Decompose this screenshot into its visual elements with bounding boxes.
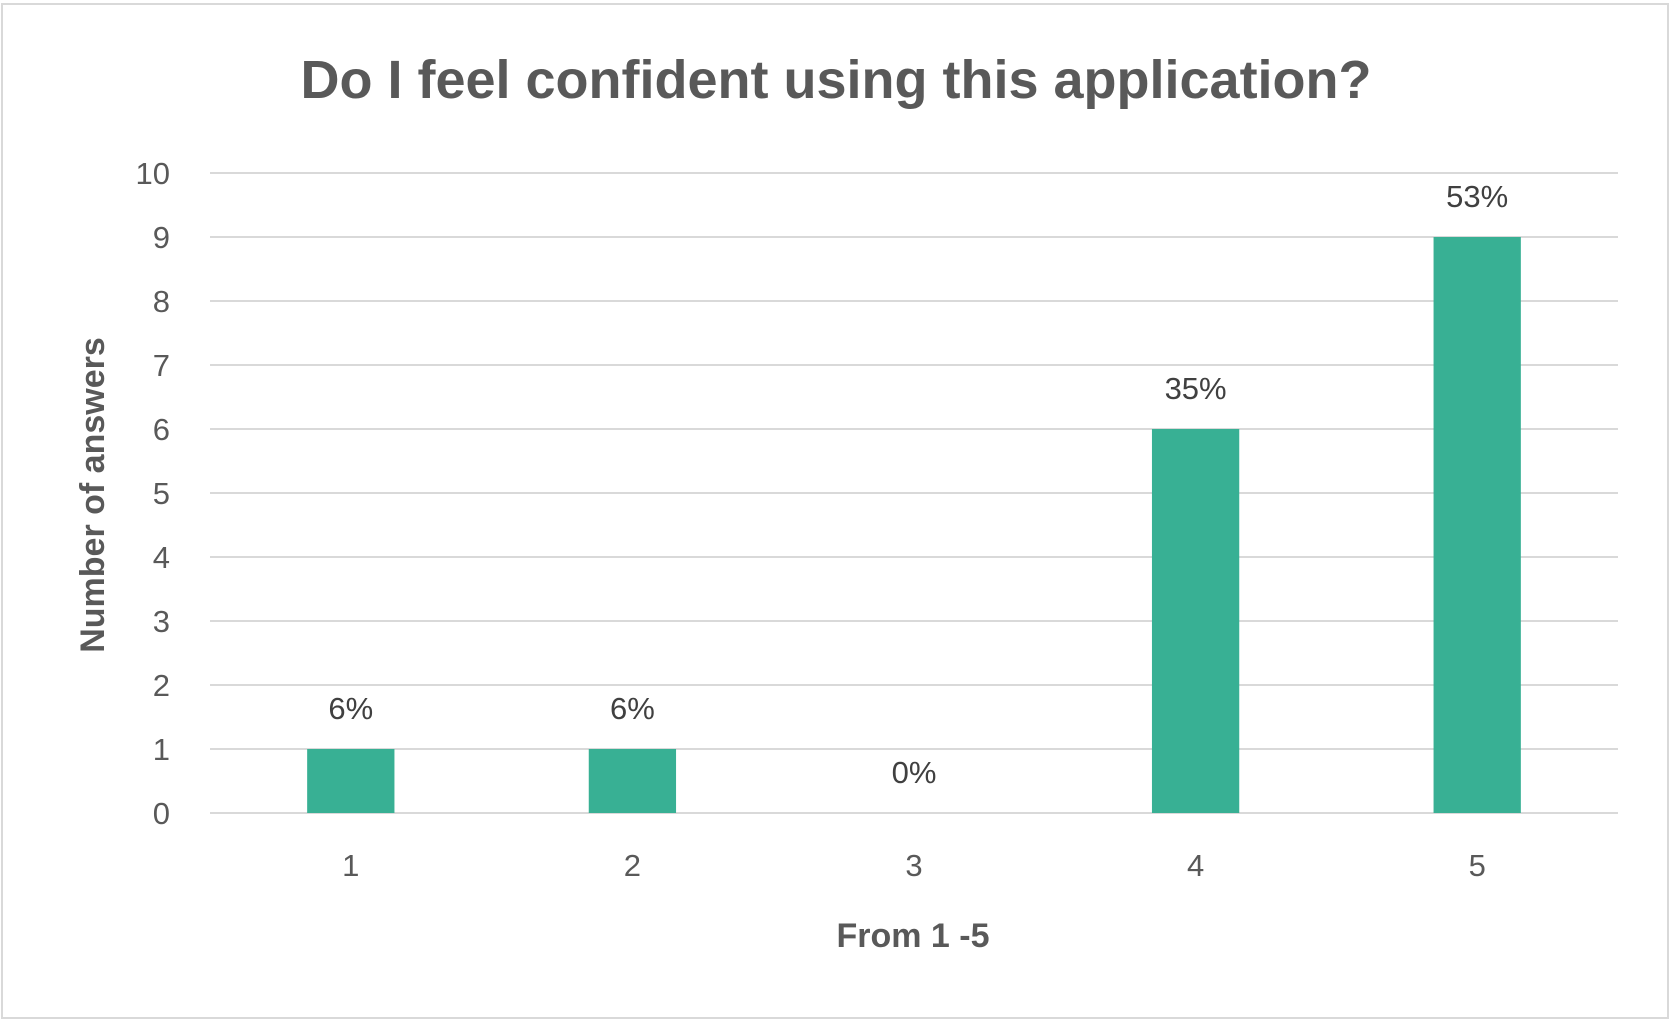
gridlines bbox=[210, 172, 1618, 814]
chart-border bbox=[1, 3, 1669, 1019]
data-label: 35% bbox=[1165, 371, 1227, 406]
y-tick-label: 2 bbox=[153, 668, 170, 703]
y-tick-label: 9 bbox=[153, 220, 170, 255]
y-tick-label: 7 bbox=[153, 348, 170, 383]
bars bbox=[307, 237, 1521, 813]
bar bbox=[1151, 429, 1240, 813]
x-tick-label: 4 bbox=[1187, 848, 1204, 883]
data-label: 6% bbox=[328, 691, 373, 726]
x-axis-title: From 1 -5 bbox=[836, 917, 989, 955]
x-tick-label: 2 bbox=[624, 848, 641, 883]
y-tick-label: 4 bbox=[153, 540, 170, 575]
bar bbox=[588, 749, 677, 813]
data-label: 53% bbox=[1446, 179, 1508, 214]
data-label: 6% bbox=[610, 691, 655, 726]
y-axis-title: Number of answers bbox=[74, 337, 112, 653]
y-tick-label: 5 bbox=[153, 476, 170, 511]
x-tick-label: 5 bbox=[1469, 848, 1486, 883]
data-label: 0% bbox=[892, 755, 937, 790]
y-tick-label: 3 bbox=[153, 604, 170, 639]
y-tick-label: 6 bbox=[153, 412, 170, 447]
x-tick-label: 3 bbox=[905, 848, 922, 883]
x-axis-ticks: 1 2 3 4 5 bbox=[342, 848, 1486, 883]
chart-title: Do I feel confident using this applicati… bbox=[300, 50, 1371, 110]
y-tick-label: 8 bbox=[153, 284, 170, 319]
data-labels: 6% 6% 0% 35% 53% bbox=[328, 179, 1508, 790]
y-tick-label: 0 bbox=[153, 796, 170, 831]
bar bbox=[1433, 237, 1521, 813]
y-tick-label: 10 bbox=[136, 156, 170, 191]
bar bbox=[307, 749, 395, 813]
x-tick-label: 1 bbox=[342, 848, 359, 883]
y-axis-ticks: 0 1 2 3 4 5 6 7 8 9 10 bbox=[136, 156, 170, 831]
y-tick-label: 1 bbox=[153, 732, 170, 767]
